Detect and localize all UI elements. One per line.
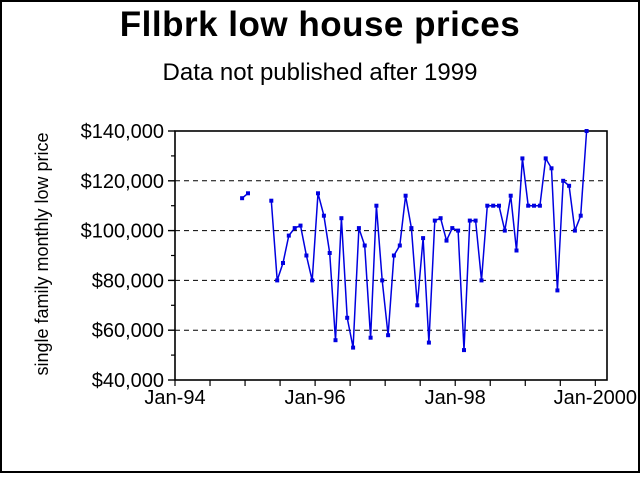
series-marker [286,233,291,238]
series-marker [391,253,396,258]
plot-border [174,130,608,381]
chart-subtitle: Data not published after 1999 [162,59,478,86]
series-marker [578,213,583,218]
series-marker [567,183,572,188]
y-tick-label: $60,000 [92,320,164,342]
series-marker [409,226,414,231]
series-marker [380,278,385,283]
series-marker [485,203,490,208]
series-marker [549,166,554,171]
series-marker [397,243,402,248]
series-marker [356,226,361,231]
x-tick-label: Jan-96 [285,387,346,409]
series-marker [240,196,245,201]
series-marker [415,303,420,308]
series-marker [438,216,443,221]
series-marker [281,261,285,265]
y-tick-label: $100,000 [81,221,164,243]
series-marker [374,203,379,208]
series-marker [572,228,577,233]
y-tick-label: $80,000 [92,270,164,292]
x-tick-label: Jan-2000 [554,387,637,409]
series-marker [491,203,496,208]
series-marker [316,191,320,196]
series-marker [339,216,344,221]
series-marker [333,338,338,343]
series-marker [362,243,367,248]
series-marker [421,236,426,241]
series-marker [275,278,280,283]
series-marker [520,156,525,161]
series-marker [537,203,542,208]
y-tick-label: $120,000 [81,171,164,193]
series-marker [345,315,350,320]
chart-title: Fllbrk low house prices [119,5,521,44]
series-marker [403,193,408,198]
series-marker [514,248,519,253]
series-marker [543,156,548,161]
series-marker [555,288,560,293]
series-marker [502,228,507,233]
series-marker [526,203,531,208]
series-marker [473,218,478,223]
series-marker [444,238,449,243]
series-marker [450,226,455,231]
series-marker [292,226,297,231]
series-marker [467,218,472,223]
series-marker [432,218,437,223]
series-marker [246,191,250,196]
series-marker [462,348,466,353]
y-tick-label: $140,000 [81,121,164,143]
series-marker [310,278,315,283]
series-marker [479,278,484,283]
series-marker [327,251,332,255]
x-tick-label: Jan-94 [144,387,205,409]
series-marker [304,253,309,258]
series-line [270,130,588,351]
series-marker [584,129,589,133]
y-tick-label: $40,000 [92,370,164,392]
series-marker [351,345,356,350]
series-marker [456,228,461,233]
series-marker [561,178,566,183]
series-marker [269,198,274,203]
series-marker [321,213,326,218]
series-marker [508,193,513,198]
series-marker [497,203,501,208]
series-marker [426,340,431,345]
series-marker [532,203,536,208]
series-marker [386,333,391,338]
series-marker [368,335,373,340]
x-tick-label: Jan-98 [425,387,486,409]
series-marker [298,223,303,228]
